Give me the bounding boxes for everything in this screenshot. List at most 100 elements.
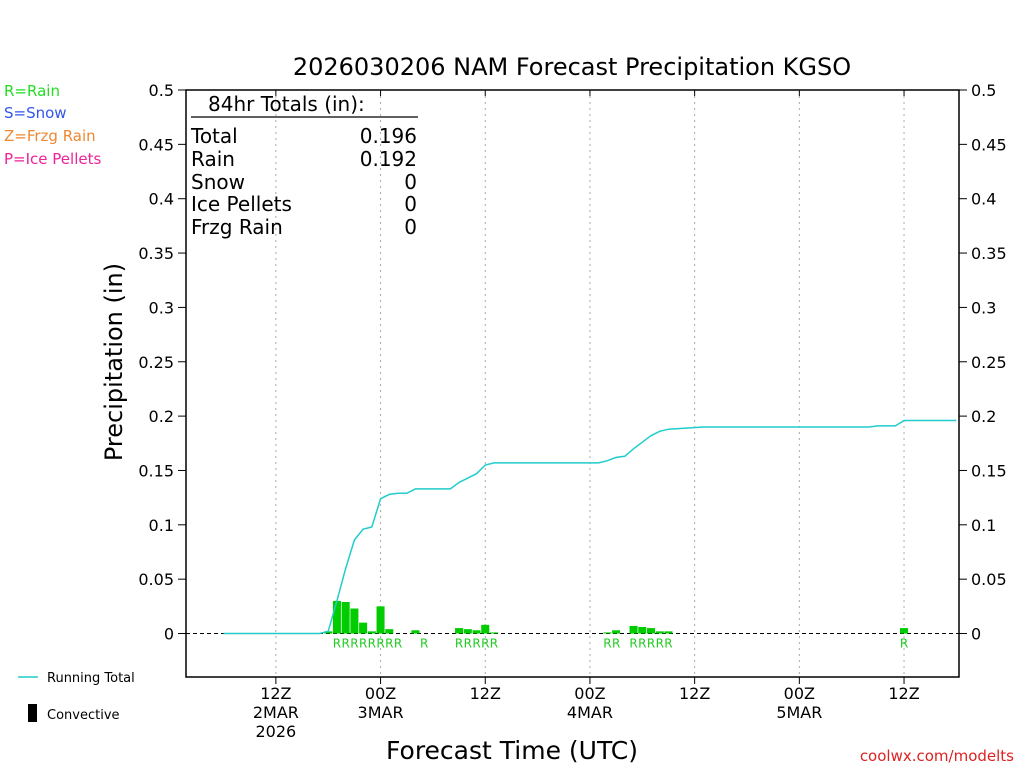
totals-value-total: 0.196 <box>360 124 417 148</box>
y-tick-label-left: 0.3 <box>149 298 174 317</box>
x-tick-label: 00Z <box>574 684 605 703</box>
totals-value-snow: 0 <box>404 170 417 194</box>
x-tick-label: 2MAR <box>253 703 299 722</box>
ptype-label: R <box>385 637 393 651</box>
precip-bar <box>638 626 647 634</box>
legend-rain: R=Rain <box>4 82 60 100</box>
totals-value-frzg-rain: 0 <box>404 215 417 239</box>
ptype-label: R <box>603 637 611 651</box>
x-tick-label: 12Z <box>260 684 291 703</box>
totals-label-total: Total <box>190 124 238 148</box>
ptype-label: R <box>376 637 384 651</box>
y-tick-label-left: 0 <box>164 625 174 644</box>
x-tick-label: 5MAR <box>776 703 822 722</box>
precip-bar <box>900 628 909 634</box>
y-tick-label-right: 0.2 <box>971 407 996 426</box>
y-tick-label-right: 0.4 <box>971 190 996 209</box>
plot-frame <box>185 89 960 678</box>
y-tick-label-right: 0.5 <box>971 81 996 100</box>
y-axis-ticks: 0 00.05 0.050.1 0.10.15 0.150.2 0.20.25 0.250.… <box>138 81 1006 644</box>
precip-bar <box>411 630 420 634</box>
y-tick-label-right: 0.3 <box>971 298 996 317</box>
precip-bar <box>324 631 333 634</box>
x-tick-label: 12Z <box>679 684 710 703</box>
ptype-label: R <box>472 637 480 651</box>
chart-title: 2026030206 NAM Forecast Precipitation KG… <box>293 53 851 81</box>
totals-label-snow: Snow <box>191 170 245 194</box>
ptype-label: R <box>455 637 463 651</box>
running-total-legend-label: Running Total <box>47 671 135 686</box>
x-tick-label: 00Z <box>365 684 396 703</box>
y-tick-label-left: 0.35 <box>138 244 174 263</box>
x-axis-label: Forecast Time (UTC) <box>386 736 638 765</box>
ptype-label: R <box>490 637 498 651</box>
x-tick-label: 00Z <box>784 684 815 703</box>
y-tick-label-right: 0.05 <box>971 570 1007 589</box>
precip-bar <box>655 631 664 634</box>
y-tick-label-right: 0.35 <box>971 244 1007 263</box>
series-legend: Running Total Convective <box>18 671 135 723</box>
y-tick-label-right: 0 <box>971 625 981 644</box>
precip-bar <box>332 600 341 634</box>
y-tick-label-left: 0.05 <box>138 570 174 589</box>
y-tick-label-left: 0.25 <box>138 353 174 372</box>
x-tick-label: 3MAR <box>358 703 404 722</box>
x-tick-label: 12Z <box>470 684 501 703</box>
x-tick-label: 2026 <box>256 722 297 741</box>
ptype-label: R <box>394 637 402 651</box>
x-tick-label: 12Z <box>888 684 919 703</box>
totals-value-ice-pellets: 0 <box>404 192 417 216</box>
y-tick-label-right: 0.1 <box>971 516 996 535</box>
ptype-label: R <box>656 637 664 651</box>
precip-bar <box>647 628 656 634</box>
y-tick-label-right: 0.15 <box>971 461 1007 480</box>
precip-bar <box>481 624 490 634</box>
convective-legend-label: Convective <box>47 708 120 723</box>
precip-bar <box>664 631 673 634</box>
hourly-precip-bars <box>324 600 909 634</box>
convective-swatch <box>28 704 37 722</box>
y-axis-label: Precipitation (in) <box>100 263 128 461</box>
ptype-label: R <box>420 637 428 651</box>
precip-bar <box>629 625 638 634</box>
grid-lines <box>275 90 905 677</box>
precip-bar <box>463 629 472 634</box>
precip-bar <box>603 632 612 634</box>
precip-bar <box>350 608 359 634</box>
totals-label-ice-pellets: Ice Pellets <box>191 192 292 216</box>
precip-bar <box>489 632 498 634</box>
y-tick-label-left: 0.4 <box>149 190 174 209</box>
ptype-label: R <box>464 637 472 651</box>
totals-label-frzg-rain: Frzg Rain <box>191 215 283 239</box>
ptype-label: R <box>647 637 655 651</box>
y-tick-label-left: 0.1 <box>149 516 174 535</box>
credit-link[interactable]: coolwx.com/modelts <box>860 747 1014 765</box>
totals-header: 84hr Totals (in): <box>208 92 365 116</box>
legend-snow: S=Snow <box>4 104 67 122</box>
totals-label-rain: Rain <box>191 147 235 171</box>
legend-ice-pellets: P=Ice Pellets <box>4 150 101 168</box>
precip-bar <box>472 630 481 634</box>
y-tick-label-left: 0.5 <box>149 81 174 100</box>
y-tick-label-right: 0.25 <box>971 353 1007 372</box>
y-tick-label-left: 0.15 <box>138 461 174 480</box>
y-tick-label-left: 0.2 <box>149 407 174 426</box>
ptype-label: R <box>350 637 358 651</box>
ptype-label: R <box>481 637 489 651</box>
ptype-label: R <box>664 637 672 651</box>
ptype-label: R <box>900 637 908 651</box>
precip-bar <box>341 601 350 634</box>
ptype-label: R <box>638 637 646 651</box>
running-total-line <box>223 419 957 635</box>
precip-bar <box>385 629 394 634</box>
ptype-label: R <box>368 637 376 651</box>
precip-bar <box>359 622 368 634</box>
precip-bar <box>455 628 464 634</box>
ptype-label: R <box>359 637 367 651</box>
totals-box: 84hr Totals (in): Total 0.196 Rain 0.192… <box>190 92 418 239</box>
y-tick-label-right: 0.45 <box>971 135 1007 154</box>
ptype-label: R <box>333 637 341 651</box>
